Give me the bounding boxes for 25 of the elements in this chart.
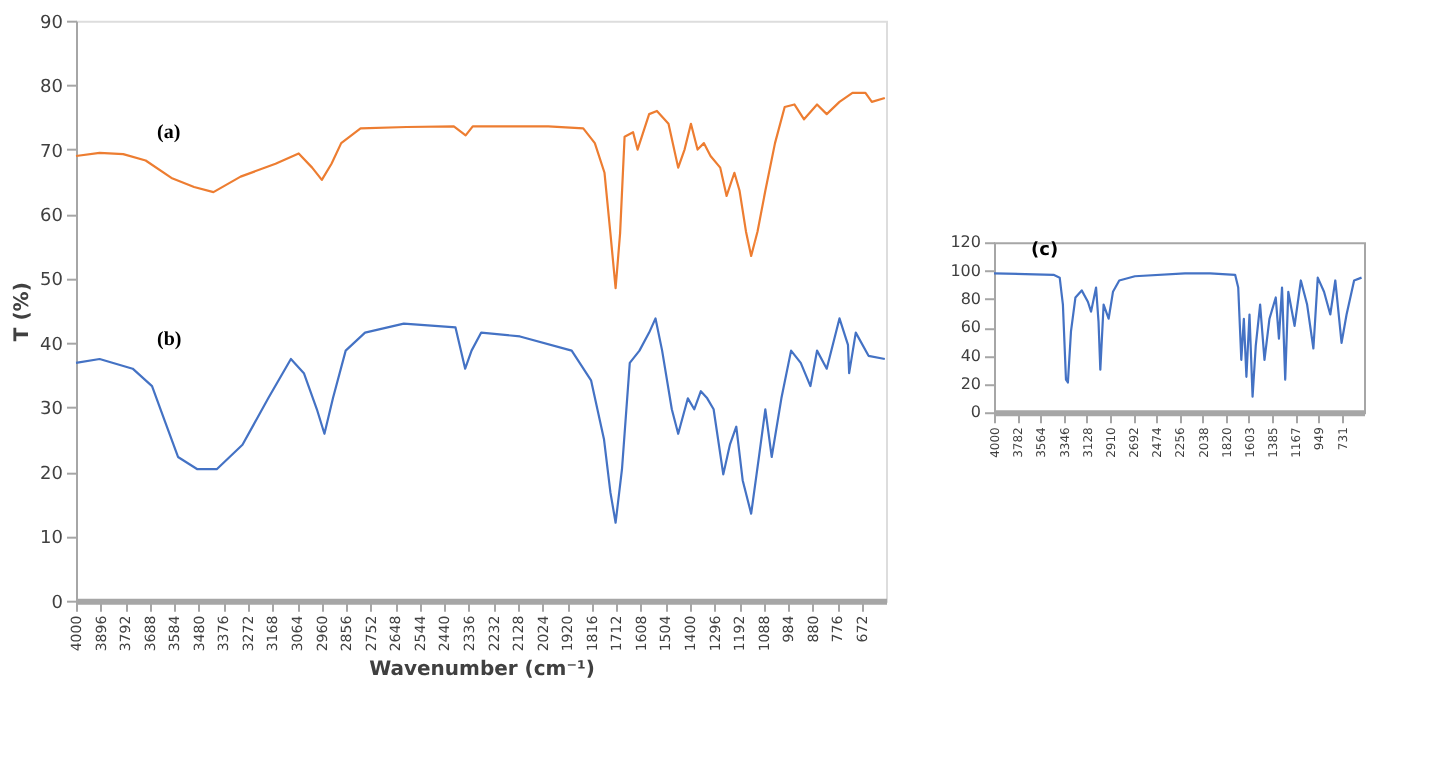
y-tick-label: 100 (950, 261, 981, 280)
line-series (74, 91, 886, 290)
y-tick-label: 30 (40, 400, 64, 421)
y-tick-label: 20 (960, 374, 981, 393)
y-tick-label: 120 (950, 233, 981, 252)
x-axis-title: Wavenumber (cm⁻¹) (369, 659, 595, 682)
y-tick-label: 60 (960, 318, 981, 337)
y-tick-label: 70 (40, 142, 64, 163)
y-axis-title: T (%) (12, 282, 35, 342)
y-tick-label: 80 (960, 289, 981, 308)
annotation: (c) (1031, 241, 1059, 262)
y-tick-label: 20 (40, 464, 64, 485)
y-tick-label: 0 (970, 403, 981, 422)
y-tick-label: 0 (51, 593, 64, 614)
line-series (74, 317, 886, 524)
annotation: (a) (157, 122, 181, 145)
y-tick-label: 90 (40, 13, 64, 34)
y-tick-label: 40 (40, 335, 64, 356)
line-series (992, 272, 1363, 398)
y-tick-label: 40 (960, 346, 981, 365)
y-tick-label: 10 (40, 529, 64, 550)
y-tick-label: 60 (40, 207, 64, 228)
y-tick-label: 50 (40, 271, 64, 292)
annotation: (b) (157, 328, 182, 351)
y-tick-label: 80 (40, 78, 64, 99)
